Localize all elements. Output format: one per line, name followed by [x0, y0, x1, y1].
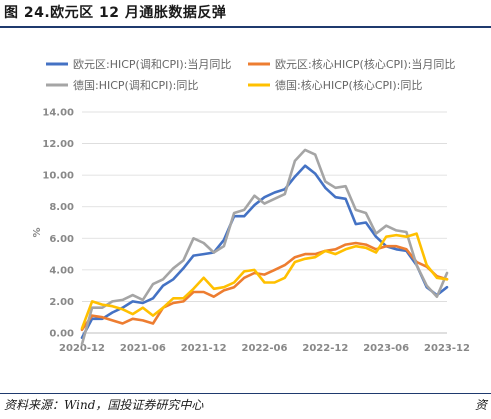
series-line-4 [80, 232, 449, 330]
legend-label: 德国:HICP(调和CPI):同比 [73, 78, 198, 92]
top-divider [0, 26, 491, 28]
legend-label: 欧元区:HICP(调和CPI):当月同比 [73, 57, 231, 71]
y-tick-label: 14.00 [42, 108, 74, 119]
y-tick-label: 0.00 [49, 329, 74, 340]
legend-label: 欧元区:核心HICP(核心CPI):当月同比 [275, 57, 455, 71]
y-tick-label: 12.00 [42, 139, 74, 150]
series-line-2 [80, 241, 449, 332]
series-line-3 [80, 148, 449, 346]
y-tick-label: 8.00 [49, 202, 74, 213]
y-axis-label: % [32, 227, 43, 237]
x-tick-label: 2021-06 [120, 343, 166, 354]
corner-mark: 资 [474, 398, 487, 412]
x-tick-label: 2023-06 [363, 343, 409, 354]
x-tick-label: 2022-12 [302, 343, 348, 354]
chart-plot-area [80, 148, 449, 346]
x-tick-label: 2021-12 [181, 343, 227, 354]
x-tick-label: 2023-12 [424, 343, 470, 354]
chart-axes: 0.00 2.00 4.00 6.00 8.00 10.00 12.00 14.00% 2020… [32, 108, 470, 355]
y-tick-label: 6.00 [49, 234, 74, 245]
legend-label: 德国:核心HICP(核心CPI):同比 [275, 78, 422, 92]
x-tick-label: 2020-12 [59, 343, 105, 354]
figure-title: 图 24.欧元区 12 月通胀数据反弹 [4, 5, 227, 21]
y-tick-label: 4.00 [49, 265, 74, 276]
source-note: 资料来源：Wind，国投证券研究中心 [4, 398, 204, 412]
x-tick-label: 2022-06 [242, 343, 288, 354]
y-tick-label: 10.00 [42, 171, 74, 182]
chart-grid [82, 111, 447, 302]
line-chart: 欧元区:HICP(调和CPI):当月同比 欧元区:核心HICP(核心CPI):当月… [32, 57, 470, 355]
bottom-divider [0, 393, 491, 394]
chart-legend: 欧元区:HICP(调和CPI):当月同比 欧元区:核心HICP(核心CPI):当月… [46, 57, 455, 92]
y-tick-label: 2.00 [49, 297, 74, 308]
